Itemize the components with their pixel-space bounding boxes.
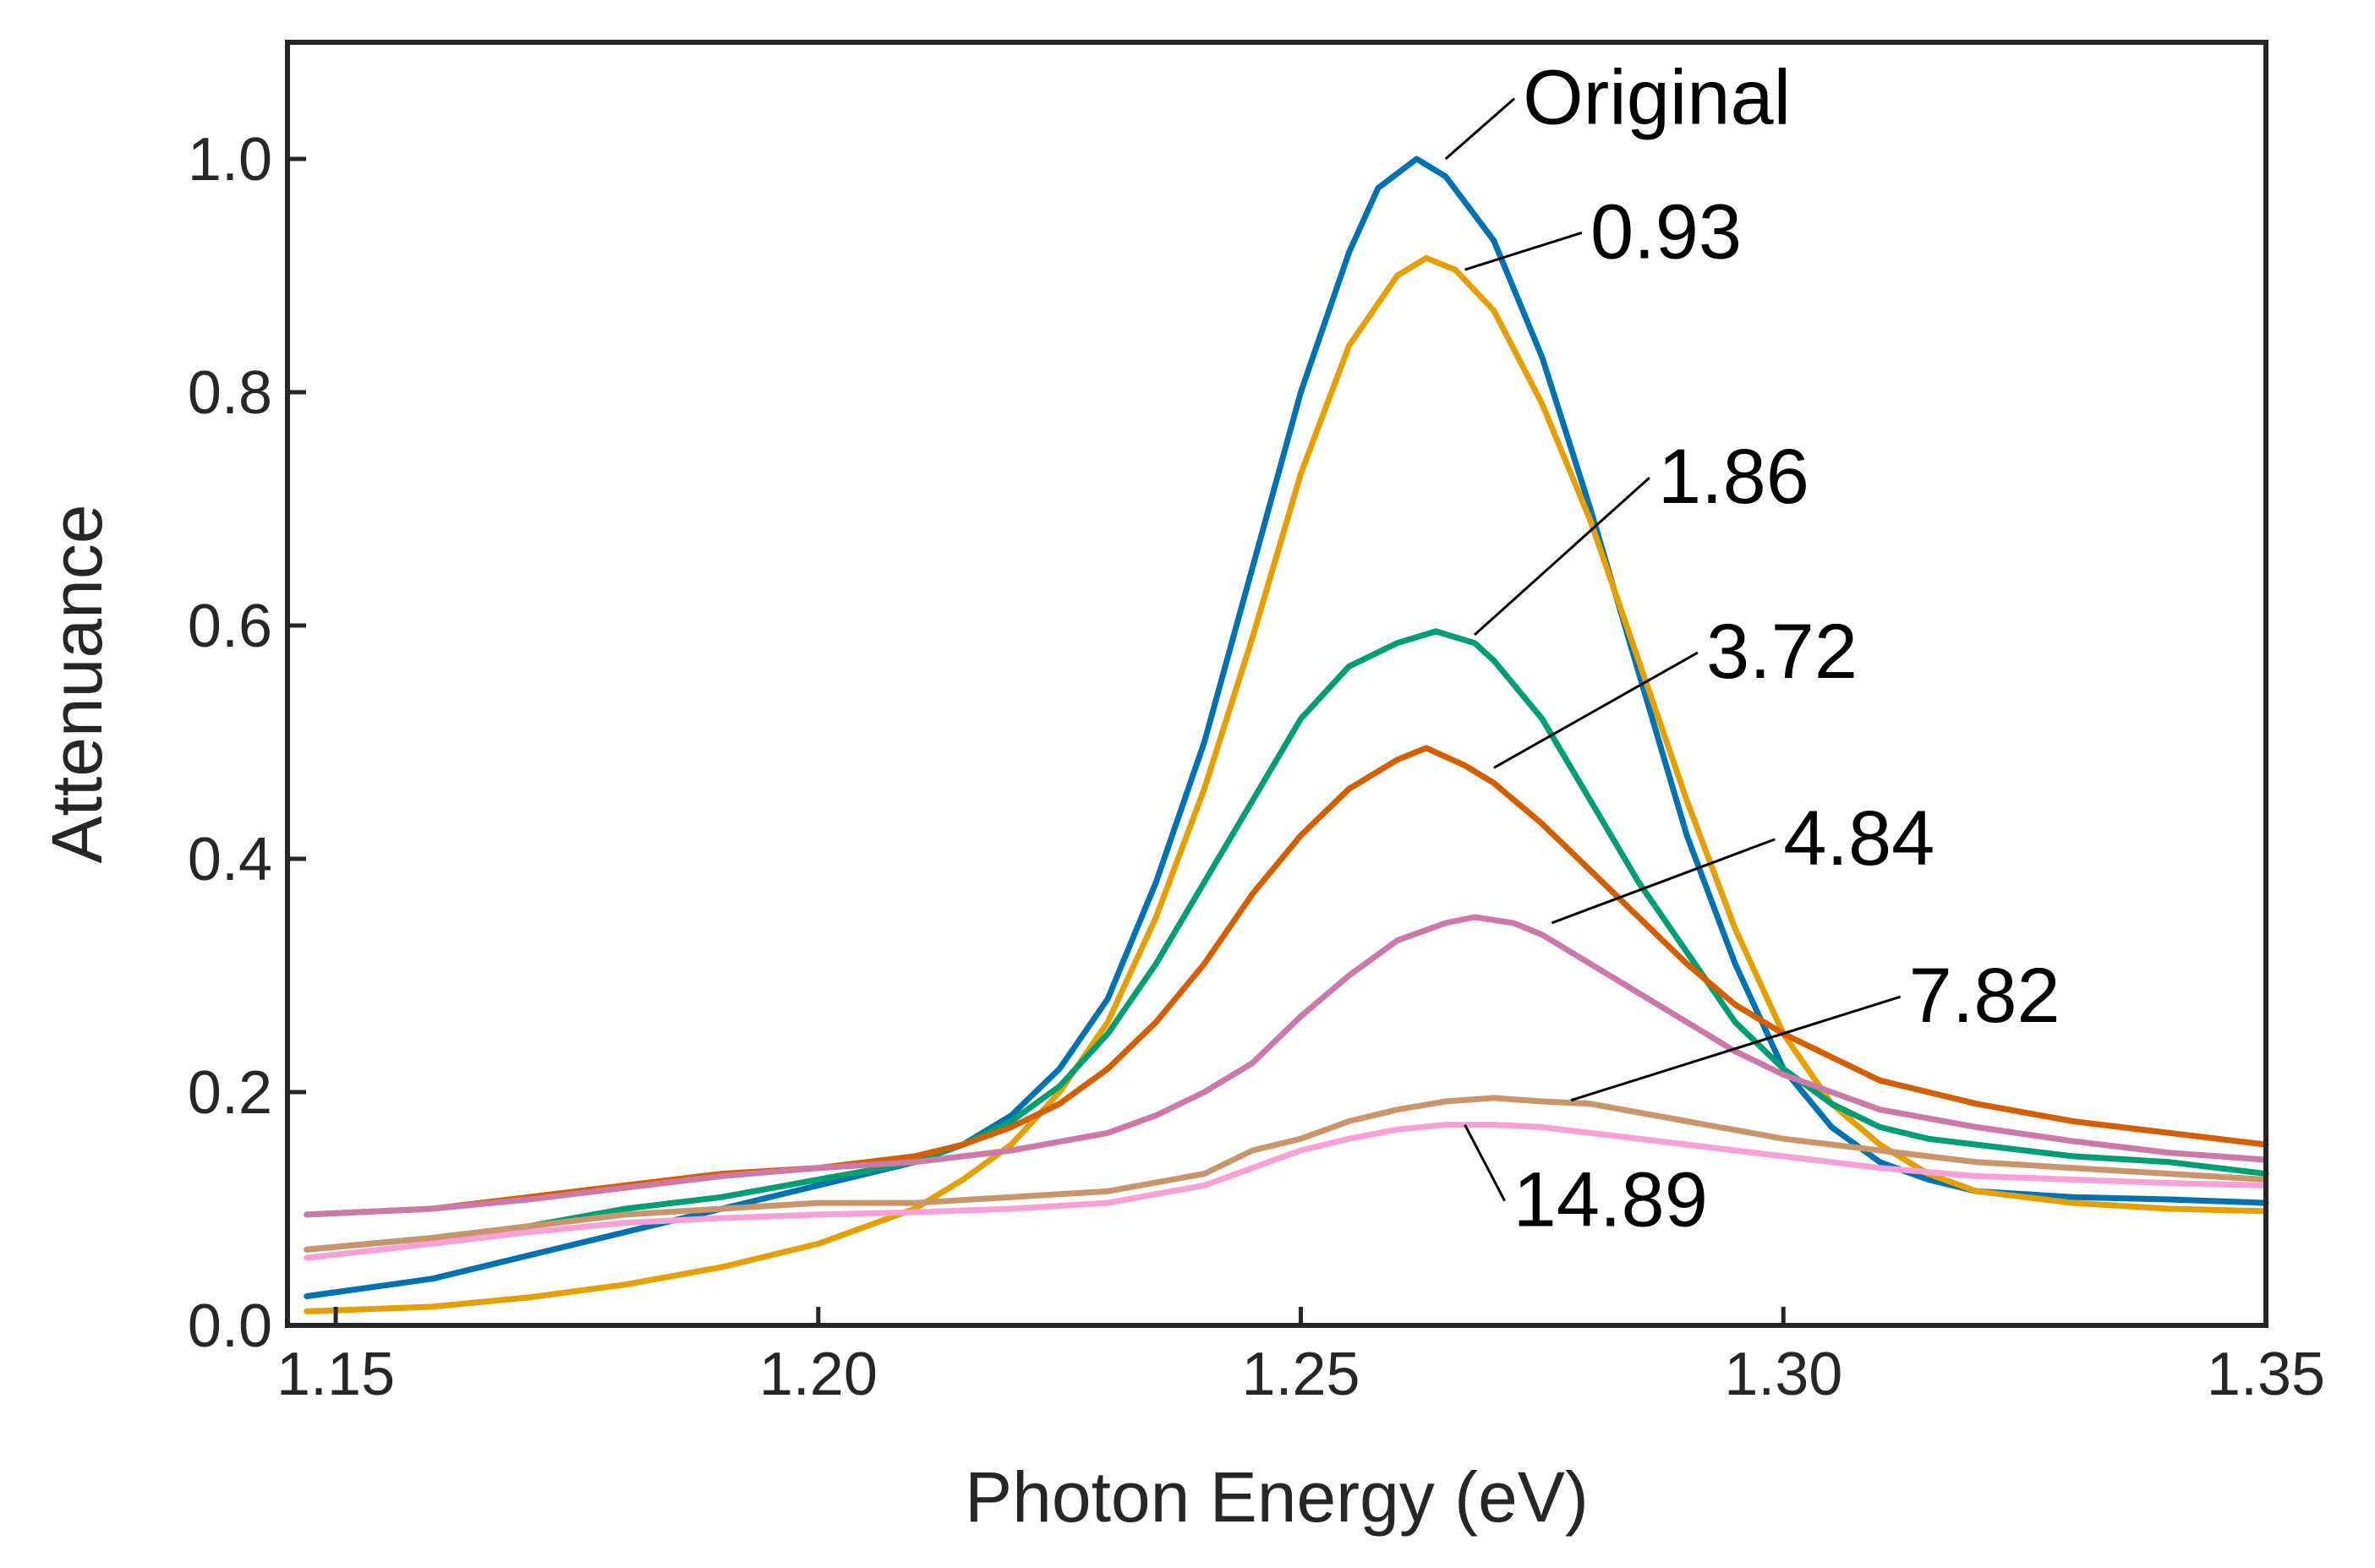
series-line-2 (304, 628, 2269, 1253)
plot-frame (285, 40, 2268, 1328)
y-axis-title: Attenuance (37, 504, 117, 863)
x-axis-title: Photon Energy (eV) (965, 1457, 1589, 1537)
series-label-3: 3.72 (1706, 609, 1858, 695)
y-tick-label: 0.2 (188, 1059, 272, 1127)
series-label-5: 7.82 (1909, 953, 2060, 1039)
x-tick-label: 1.35 (2207, 1341, 2325, 1408)
series-label-4: 4.84 (1783, 795, 1934, 882)
annotation-leader-line (1493, 651, 1699, 769)
annotation-leader-line (1473, 476, 1650, 636)
x-tick-label: 1.15 (276, 1341, 395, 1408)
y-tick-label: 0.4 (188, 826, 272, 893)
series-label-1: 0.93 (1590, 188, 1742, 275)
y-tick-label: 0.8 (188, 359, 272, 427)
annotation-layer: Original 0.93 1.86 3.72 4.84 7.82 14.89 (1513, 55, 2060, 1243)
annotation-leader-line (1570, 995, 1902, 1102)
y-tick-label: 0.0 (188, 1292, 272, 1360)
series-line-6 (304, 1122, 2269, 1261)
leader-layer (1444, 97, 1902, 1202)
x-tick-label: 1.20 (759, 1341, 878, 1408)
series-label-2: 1.86 (1658, 434, 1809, 520)
tick-layer: 1.15 1.20 1.25 1.30 1.35 0.0 0.2 0.4 0.6 0.8 1.0 (188, 126, 2325, 1408)
x-tick-label: 1.30 (1724, 1341, 1842, 1408)
x-tick-label: 1.25 (1241, 1341, 1360, 1408)
series-line-1 (304, 254, 2269, 1314)
annotation-leader-line (1464, 231, 1583, 271)
series-layer (304, 156, 2269, 1314)
y-tick-label: 0.6 (188, 593, 272, 660)
series-line-5 (304, 1095, 2269, 1253)
annotation-leader-line (1464, 1123, 1506, 1202)
series-label-0: Original (1523, 55, 1791, 141)
y-tick-label: 1.0 (188, 126, 272, 194)
series-label-6: 14.89 (1513, 1157, 1708, 1243)
series-line-4 (304, 914, 2269, 1218)
annotation-leader-line (1551, 838, 1776, 925)
annotation-leader-line (1444, 97, 1516, 161)
